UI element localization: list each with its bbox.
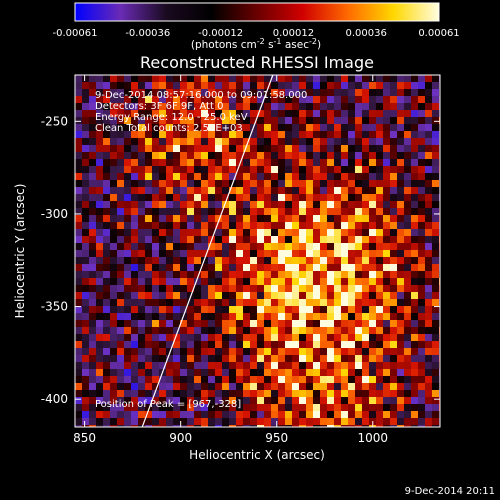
x-tick-label: 900 xyxy=(169,431,192,445)
colorbar-units: (photons cm-2 s-1 asec-2) xyxy=(191,37,321,52)
x-tick-label: 850 xyxy=(73,431,96,445)
x-tick-label: 1000 xyxy=(357,431,388,445)
annotation-line: 9-Dec-2014 08:57:16.000 to 09:01:58.000 xyxy=(95,90,307,101)
annotation-line: Detectors: 3F 6F 9F, Att 0 xyxy=(95,101,223,112)
y-tick-label: -300 xyxy=(41,207,68,221)
y-tick-label: -400 xyxy=(41,392,68,406)
chart-title: Reconstructed RHESSI Image xyxy=(140,53,374,72)
y-axis-ticks: -250 -300 -350 -400 xyxy=(41,114,440,406)
x-axis-ticks: 850 900 950 1000 xyxy=(73,75,388,445)
x-axis-label: Heliocentric X (arcsec) xyxy=(189,448,325,462)
peak-position-label: Position of Peak = [967,-328] xyxy=(95,399,241,410)
footer-timestamp: 9-Dec-2014 20:11 xyxy=(405,486,495,497)
colorbar-tick-label: -0.00061 xyxy=(53,28,98,39)
plot-frame xyxy=(74,74,441,428)
limb-line-segment xyxy=(141,75,274,427)
colorbar-tick-label: 0.00012 xyxy=(273,28,314,39)
y-axis-label: Heliocentric Y (arcsec) xyxy=(13,184,27,319)
solar-limb-line xyxy=(141,75,274,427)
annotation-line: Energy Range: 12.0 - 25.0 keV xyxy=(95,112,248,123)
x-tick-label: 950 xyxy=(265,431,288,445)
colorbar-tick-label: 0.00036 xyxy=(346,28,387,39)
y-tick-label: -250 xyxy=(41,114,68,128)
colorbar-tick-label: -0.00036 xyxy=(125,28,170,39)
colorbar-ticks: -0.00061 -0.00036 -0.00012 0.00012 0.00036 0.… xyxy=(53,28,460,39)
colorbar-tick-label: 0.00061 xyxy=(418,28,459,39)
colorbar xyxy=(74,2,440,22)
plot-annotations: 9-Dec-2014 08:57:16.000 to 09:01:58.000D… xyxy=(95,90,307,134)
y-tick-label: -350 xyxy=(41,300,68,314)
annotation-line: Clean Total counts: 2.50E+03 xyxy=(95,123,243,134)
heatmap-image xyxy=(75,75,440,427)
colorbar-tick-label: -0.00012 xyxy=(198,28,243,39)
